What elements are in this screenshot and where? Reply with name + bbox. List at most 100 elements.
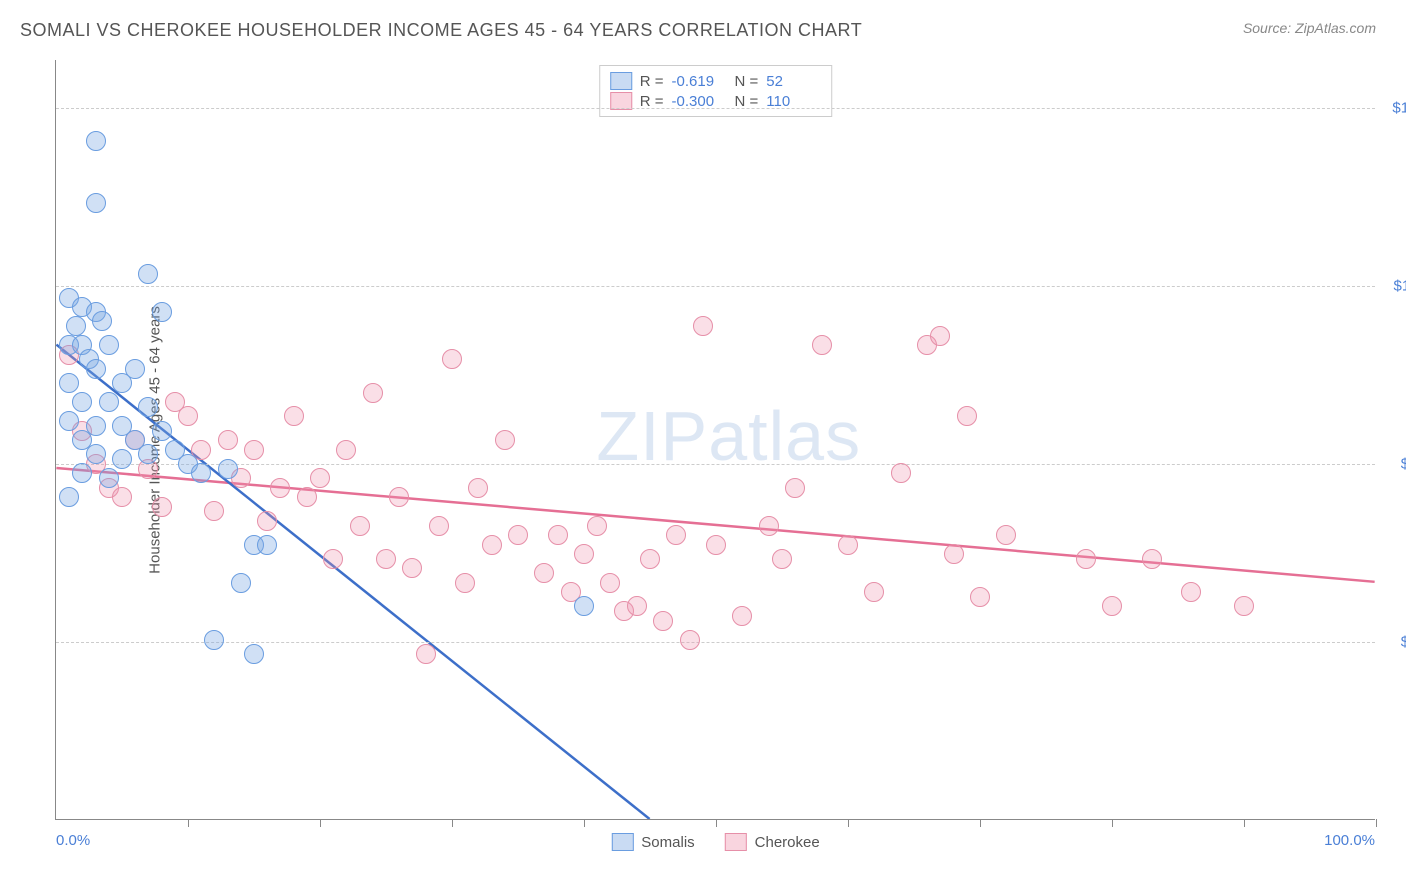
data-point-somali xyxy=(138,444,158,464)
data-point-cherokee xyxy=(376,549,396,569)
series-legend: Somalis Cherokee xyxy=(611,833,819,851)
data-point-cherokee xyxy=(640,549,660,569)
data-point-cherokee xyxy=(1142,549,1162,569)
x-tick xyxy=(1244,819,1245,827)
data-point-cherokee xyxy=(204,501,224,521)
data-point-somali xyxy=(125,359,145,379)
data-point-cherokee xyxy=(666,525,686,545)
data-point-somali xyxy=(72,392,92,412)
data-point-cherokee xyxy=(838,535,858,555)
x-tick xyxy=(320,819,321,827)
data-point-somali xyxy=(191,463,211,483)
data-point-cherokee xyxy=(1102,596,1122,616)
data-point-cherokee xyxy=(178,406,198,426)
data-point-cherokee xyxy=(442,349,462,369)
data-point-cherokee xyxy=(600,573,620,593)
data-point-somali xyxy=(66,316,86,336)
data-point-cherokee xyxy=(323,549,343,569)
data-point-cherokee xyxy=(297,487,317,507)
data-point-cherokee xyxy=(930,326,950,346)
data-point-somali xyxy=(99,468,119,488)
data-point-cherokee xyxy=(284,406,304,426)
data-point-somali xyxy=(99,392,119,412)
data-point-cherokee xyxy=(1234,596,1254,616)
data-point-cherokee xyxy=(772,549,792,569)
data-point-cherokee xyxy=(587,516,607,536)
data-point-cherokee xyxy=(944,544,964,564)
x-axis-min-label: 0.0% xyxy=(56,832,90,849)
scatter-chart: Householder Income Ages 45 - 64 years ZI… xyxy=(55,60,1375,820)
y-tick-label: $37,500 xyxy=(1380,633,1406,650)
n-value: 52 xyxy=(766,73,821,90)
data-point-cherokee xyxy=(495,430,515,450)
x-tick xyxy=(188,819,189,827)
data-point-somali xyxy=(231,573,251,593)
data-point-cherokee xyxy=(996,525,1016,545)
data-point-cherokee xyxy=(429,516,449,536)
n-label: N = xyxy=(735,73,759,90)
legend-swatch xyxy=(725,833,747,851)
chart-title: SOMALI VS CHEROKEE HOUSEHOLDER INCOME AG… xyxy=(20,20,862,41)
r-label: R = xyxy=(640,73,664,90)
data-point-somali xyxy=(86,444,106,464)
data-point-cherokee xyxy=(706,535,726,555)
data-point-somali xyxy=(218,459,238,479)
data-point-cherokee xyxy=(402,558,422,578)
data-point-cherokee xyxy=(574,544,594,564)
data-point-somali xyxy=(152,421,172,441)
x-tick xyxy=(1376,819,1377,827)
data-point-cherokee xyxy=(257,511,277,531)
data-point-cherokee xyxy=(693,316,713,336)
y-tick-label: $75,000 xyxy=(1380,455,1406,472)
data-point-somali xyxy=(86,359,106,379)
data-point-somali xyxy=(574,596,594,616)
data-point-cherokee xyxy=(548,525,568,545)
data-point-cherokee xyxy=(680,630,700,650)
x-tick xyxy=(716,819,717,827)
correlation-legend: R =-0.619N =52R =-0.300N =110 xyxy=(599,65,833,117)
data-point-cherokee xyxy=(270,478,290,498)
data-point-somali xyxy=(59,373,79,393)
x-tick xyxy=(584,819,585,827)
trend-line-cherokee xyxy=(56,468,1374,582)
x-tick xyxy=(452,819,453,827)
data-point-somali xyxy=(92,311,112,331)
data-point-cherokee xyxy=(627,596,647,616)
data-point-somali xyxy=(86,193,106,213)
data-point-cherokee xyxy=(152,497,172,517)
data-point-cherokee xyxy=(891,463,911,483)
data-point-cherokee xyxy=(218,430,238,450)
data-point-cherokee xyxy=(1076,549,1096,569)
data-point-cherokee xyxy=(336,440,356,460)
data-point-cherokee xyxy=(864,582,884,602)
data-point-cherokee xyxy=(1181,582,1201,602)
data-point-cherokee xyxy=(350,516,370,536)
data-point-somali xyxy=(112,449,132,469)
legend-row: R =-0.619N =52 xyxy=(610,72,822,90)
y-tick-label: $150,000 xyxy=(1380,99,1406,116)
legend-item: Somalis xyxy=(611,833,694,851)
legend-item: Cherokee xyxy=(725,833,820,851)
data-point-cherokee xyxy=(244,440,264,460)
data-point-somali xyxy=(138,397,158,417)
x-tick xyxy=(980,819,981,827)
data-point-cherokee xyxy=(482,535,502,555)
data-point-cherokee xyxy=(653,611,673,631)
data-point-cherokee xyxy=(416,644,436,664)
data-point-somali xyxy=(152,302,172,322)
data-point-cherokee xyxy=(759,516,779,536)
data-point-somali xyxy=(244,644,264,664)
grid-line xyxy=(56,642,1375,643)
data-point-somali xyxy=(59,487,79,507)
data-point-cherokee xyxy=(310,468,330,488)
legend-swatch xyxy=(611,833,633,851)
data-point-cherokee xyxy=(970,587,990,607)
legend-label: Cherokee xyxy=(755,834,820,851)
y-tick-label: $112,500 xyxy=(1380,277,1406,294)
data-point-cherokee xyxy=(455,573,475,593)
data-point-somali xyxy=(72,463,92,483)
x-axis-max-label: 100.0% xyxy=(1324,832,1375,849)
data-point-cherokee xyxy=(957,406,977,426)
data-point-somali xyxy=(59,411,79,431)
chart-header: SOMALI VS CHEROKEE HOUSEHOLDER INCOME AG… xyxy=(0,0,1406,51)
